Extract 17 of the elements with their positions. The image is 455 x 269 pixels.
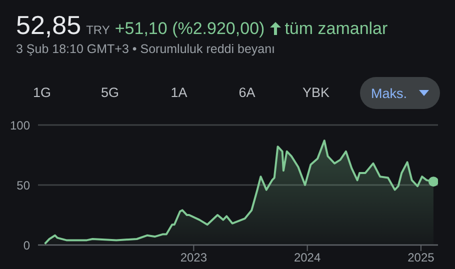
chart-title: 52,85 — [16, 10, 82, 41]
y-tick-label: 50 — [16, 178, 30, 192]
x-tick-label: 2025 — [408, 250, 435, 265]
text: 1A — [170, 85, 188, 100]
text: 5G — [100, 85, 120, 100]
x-tick-label: 2023 — [180, 250, 208, 265]
text: YBK — [302, 85, 330, 100]
y-tick-label: 100 — [10, 118, 30, 132]
text: 6A — [238, 85, 256, 100]
text: Maks. — [371, 86, 408, 100]
chart-subtitle: 3 Şub 18:10 GMT+3 • Sorumluluk reddi beyanı — [16, 42, 276, 56]
text: TRY — [86, 23, 110, 37]
text: tüm zamanlar — [284, 19, 388, 39]
text: 1G — [32, 85, 52, 100]
y-tick-label: 0 — [23, 238, 30, 252]
x-tick-label: 2024 — [294, 250, 321, 265]
text: +51,10 (%2.920,00) — [114, 19, 265, 39]
